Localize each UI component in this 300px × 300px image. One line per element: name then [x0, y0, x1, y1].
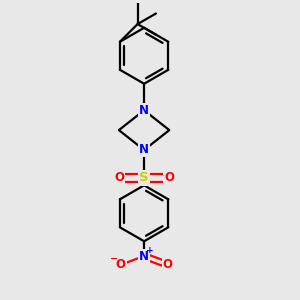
Text: −: − [110, 254, 118, 264]
Text: O: O [163, 258, 173, 271]
Text: +: + [146, 246, 153, 255]
Text: O: O [114, 172, 124, 184]
Text: O: O [164, 172, 174, 184]
Text: N: N [139, 143, 149, 157]
Text: O: O [116, 258, 126, 271]
Text: N: N [139, 250, 149, 262]
Text: N: N [139, 104, 149, 117]
Text: S: S [139, 172, 149, 184]
